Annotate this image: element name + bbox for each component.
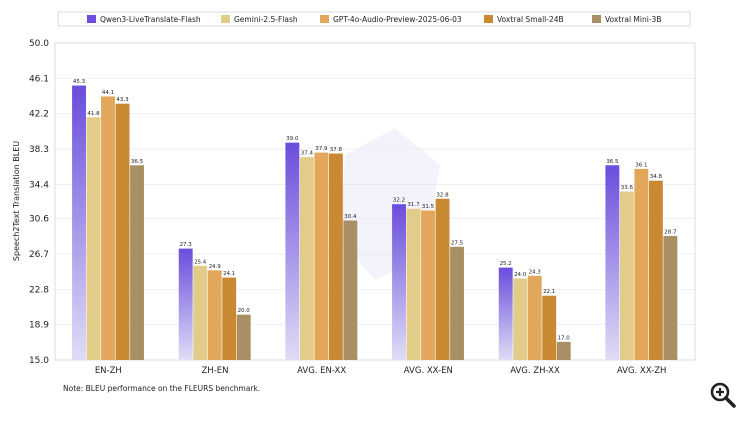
y-tick-label: 34.4 [29, 180, 49, 190]
bar [392, 204, 406, 360]
y-tick-label: 30.6 [29, 215, 49, 225]
bar-value-label: 41.8 [87, 111, 100, 117]
y-tick-label: 15.0 [29, 356, 49, 366]
bar-value-label: 31.7 [407, 202, 420, 208]
bar-value-label: 17.0 [558, 335, 571, 341]
legend-box [57, 11, 691, 27]
bar [86, 117, 101, 360]
bar [236, 314, 251, 360]
bar [648, 180, 663, 360]
y-tick-label: 46.1 [29, 74, 49, 84]
bar [207, 270, 222, 360]
bar-value-label: 39.0 [286, 136, 299, 142]
zoom-in-button[interactable] [708, 380, 738, 410]
bar-value-label: 32.2 [393, 198, 405, 204]
bar-value-label: 37.8 [330, 147, 343, 153]
bar-value-label: 36.5 [131, 159, 144, 165]
bar [101, 96, 115, 361]
y-tick-label: 22.8 [29, 285, 49, 295]
legend-swatch [320, 15, 329, 23]
bar [556, 341, 571, 360]
legend-label: Voxtral Mini-3B [605, 15, 661, 24]
legend-swatch [484, 15, 493, 23]
bar-value-label: 37.4 [301, 151, 314, 157]
y-tick-label: 50.0 [29, 39, 49, 49]
x-category-label: AVG. XX-EN [404, 366, 453, 376]
bar-value-label: 31.5 [422, 204, 435, 210]
bar [130, 165, 144, 360]
bar [542, 295, 557, 360]
footnote: Note: BLEU performance on the FLEURS ben… [63, 384, 261, 393]
x-category-label: AVG. XX-ZH [617, 366, 667, 376]
bar [619, 191, 634, 360]
y-tick-label: 26.7 [29, 250, 49, 260]
bar [663, 235, 678, 360]
bar-value-label: 24.3 [529, 269, 542, 275]
plot-frame [54, 42, 696, 361]
legend-label: Gemini-2.5-Flash [234, 15, 298, 24]
y-axis-title: Speech2Text Translation BLEU [12, 141, 21, 261]
bar-value-label: 20.0 [238, 308, 251, 314]
y-tick-label: 42.2 [29, 110, 49, 120]
bar-value-label: 25.2 [500, 261, 512, 267]
legend-label: Voxtral Small-24B [497, 15, 564, 24]
x-category-label: AVG. ZH-XX [510, 366, 560, 376]
bar [513, 278, 528, 360]
bar-value-label: 45.3 [73, 79, 86, 85]
bar [72, 85, 86, 360]
bars [72, 85, 678, 361]
legend-swatch [87, 15, 96, 23]
bar-value-label: 24.1 [223, 271, 235, 277]
y-tick-label: 18.9 [29, 321, 49, 331]
bar-value-label: 44.1 [102, 90, 114, 96]
legend-swatch [221, 15, 230, 23]
bar [435, 198, 450, 360]
bar [115, 103, 130, 360]
bar-value-label: 33.6 [621, 185, 634, 191]
y-tick-label: 38.3 [29, 145, 49, 155]
bar-value-label: 28.7 [664, 229, 677, 235]
category-labels: EN-ZH ZH-EN AVG. EN-XX AVG. XX-EN AVG. ZH-XX… [95, 366, 667, 376]
x-category-label: AVG. EN-XX [297, 366, 346, 376]
legend-swatch [592, 15, 601, 23]
x-category-label: ZH-EN [201, 366, 228, 376]
bar-value-label: 30.4 [344, 214, 357, 220]
grid [55, 78, 695, 325]
bar-value-label: 36.5 [606, 159, 619, 165]
legend-label: GPT-4o-Audio-Preview-2025-06-03 [333, 15, 462, 24]
bar [328, 153, 343, 360]
bar [178, 248, 193, 360]
bar [527, 275, 542, 360]
bar [193, 265, 208, 360]
bar [299, 157, 314, 360]
bar [498, 267, 513, 360]
x-category-label: EN-ZH [95, 366, 122, 376]
bar [605, 165, 620, 360]
bar-value-label: 43.3 [116, 97, 129, 103]
bar-value-label: 32.8 [436, 192, 449, 198]
bar [314, 152, 329, 360]
bar-value-label: 27.5 [451, 240, 464, 246]
legend-label: Qwen3-LiveTranslate-Flash [100, 15, 201, 24]
bar-value-label: 25.4 [194, 259, 207, 265]
bar [343, 220, 358, 360]
bar [634, 168, 649, 360]
bar [222, 277, 237, 360]
bar [421, 210, 435, 360]
bar [285, 142, 300, 360]
bar-value-label: 24.9 [209, 264, 222, 270]
bar-value-label: 24.0 [514, 272, 527, 278]
bar-value-label: 37.9 [315, 146, 328, 152]
bar [450, 246, 464, 360]
bar-value-label: 34.8 [650, 174, 663, 180]
legend: Qwen3-LiveTranslate-Flash Gemini-2.5-Flas… [87, 15, 661, 24]
zoom-in-icon [710, 382, 736, 408]
bar-value-label: 22.1 [543, 289, 555, 295]
bar [406, 208, 421, 360]
value-labels: 45.3 41.8 44.143.3 36.5 27.3 25.424.924.1 20.0… [73, 79, 677, 341]
y-axis-ticks: 15.0 18.9 22.8 26.7 30.6 34.4 38.3 42.2 46.1 50.0 [29, 39, 49, 366]
bar-value-label: 36.1 [635, 162, 647, 168]
bar-value-label: 27.3 [180, 242, 193, 248]
